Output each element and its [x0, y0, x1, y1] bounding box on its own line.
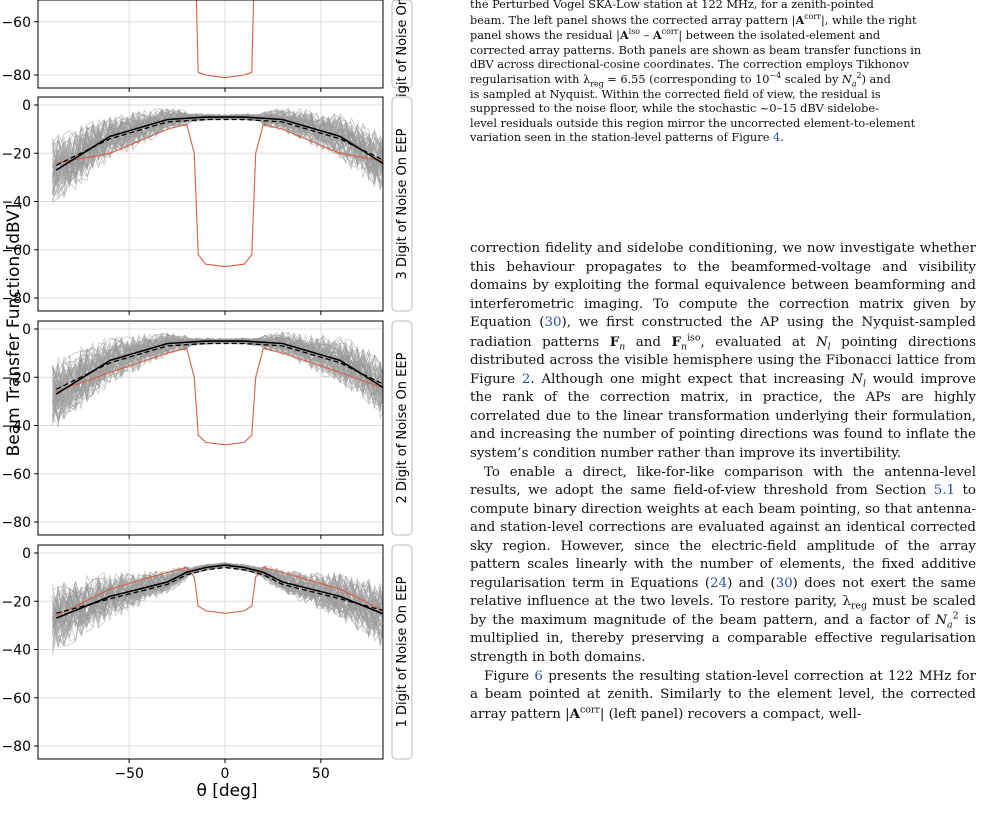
y-tick-label: −80	[1, 291, 31, 307]
x-tick-label: 0	[221, 766, 230, 782]
panel-tab	[391, 0, 413, 89]
equation-30-link-2[interactable]: 30	[775, 575, 793, 591]
panel-tab	[391, 544, 413, 760]
figure-2-link[interactable]: 2	[521, 371, 531, 387]
y-axis-label: Beam Transfer Function [dBV]	[4, 204, 24, 457]
isolated-curve	[56, 118, 383, 166]
mean-curve	[55, 116, 383, 171]
panel-tab	[391, 96, 413, 312]
axes-frame	[37, 96, 384, 312]
y-tick-label: −60	[1, 243, 31, 259]
y-tick-label: −60	[1, 691, 31, 707]
y-tick-label: 0	[22, 322, 31, 338]
paragraph-1: correction fidelity and sidelobe conditi…	[470, 241, 976, 462]
figure-6-link[interactable]: 6	[534, 668, 543, 684]
panel-2: 0 −20 −40 −60 −80 3 Digit of Noise On EEP	[1, 96, 413, 315]
y-tick-label: −40	[1, 419, 31, 435]
eep-curves	[52, 107, 383, 203]
y-tick-label: −80	[1, 739, 31, 755]
y-tick-label: −40	[1, 643, 31, 659]
axes-frame	[37, 0, 384, 89]
figure-caption: the Perturbed Vogel SKA-Low station at 1…	[470, 0, 922, 145]
eep-curve	[52, 562, 383, 642]
x-tick-label: 50	[312, 766, 330, 782]
axes-frame	[37, 544, 384, 760]
paragraph-3: Figure 6 presents the resulting station-…	[470, 668, 976, 722]
residual-curve	[56, 566, 383, 617]
residual-curve	[56, 123, 383, 268]
y-tick-label: −20	[1, 370, 31, 386]
y-tick-label: −20	[1, 146, 31, 162]
panel-4: 0 −20 −40 −60 −80 −50 0 50 1 Digit of Noise On E…	[1, 544, 413, 782]
axes-frame	[37, 320, 384, 536]
y-tick-label: −80	[1, 68, 31, 84]
body-text: correction fidelity and sidelobe conditi…	[470, 240, 976, 724]
panel-3: 0 −20 −40 −60 −80 2 Digit of Noise On EEP	[1, 320, 413, 539]
caption-text: the Perturbed Vogel SKA-Low station at 1…	[470, 0, 874, 11]
panel-tab	[391, 320, 413, 536]
panel-tab-label: 3 Digit of Noise On EEP	[395, 128, 410, 279]
figure-4-link[interactable]: 4	[773, 131, 781, 145]
equation-30-link[interactable]: 30	[544, 315, 562, 331]
mean-curve	[56, 564, 383, 619]
panel-1: −60 −80 4 Digit of Noise On EEP	[1, 0, 413, 119]
section-5-1-link[interactable]: 5.1	[933, 483, 956, 499]
y-tick-label: −60	[1, 467, 31, 483]
eep-curve	[52, 339, 383, 424]
figure-svg: −60−80 4 Digit of Noise On EEP0−20−40−60−…	[1, 0, 413, 801]
residual-curve	[195, 0, 255, 79]
eep-curve	[52, 563, 383, 633]
mean-curve	[55, 340, 383, 395]
right-column: the Perturbed Vogel SKA-Low station at 1…	[470, 0, 976, 824]
y-tick-label: −20	[1, 594, 31, 610]
x-axis-label: θ [deg]	[196, 781, 257, 801]
panel-tab-label: 1 Digit of Noise On EEP	[395, 576, 410, 727]
isolated-curve	[56, 342, 383, 390]
panel-tab-label: 4 Digit of Noise On EEP	[395, 0, 410, 119]
figure-panels: −60 −80 4 Digit of Noise On EEP 0 −20 −40 −60−…	[0, 0, 430, 824]
paragraph-2: To enable a direct, like-for-like compar…	[470, 464, 976, 666]
y-tick-label: 0	[22, 546, 31, 562]
equation-24-link[interactable]: 24	[710, 575, 728, 591]
y-tick-label: −60	[1, 15, 31, 31]
y-tick-label: −40	[1, 195, 31, 211]
y-tick-label: −80	[1, 515, 31, 531]
panel-tab-label: 2 Digit of Noise On EEP	[395, 352, 410, 503]
residual-curve	[56, 347, 383, 446]
y-tick-label: 0	[22, 98, 31, 114]
x-tick-label: −50	[114, 766, 144, 782]
